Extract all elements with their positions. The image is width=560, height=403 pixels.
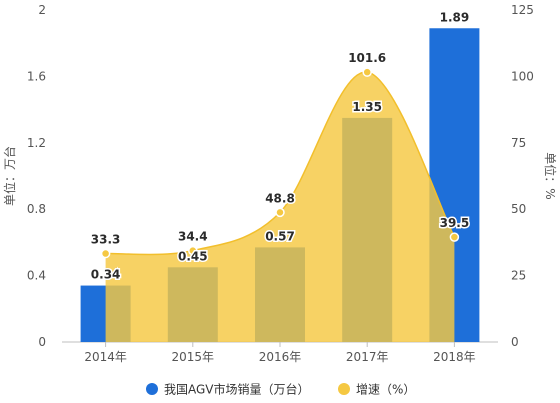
bar-value-label: 0.45: [178, 249, 208, 263]
bar-value-label: 0.34: [91, 268, 121, 282]
area-series: [100, 67, 460, 343]
growth-value-label: 48.8: [265, 191, 295, 205]
area-point: [188, 245, 198, 256]
growth-value-label: 39.5: [440, 216, 470, 230]
y-right-tick-label: 75: [511, 136, 526, 150]
y-left-axis-label: 单位：万台: [2, 146, 17, 206]
legend: 我国AGV市场销量（万台） 增速（%）: [146, 382, 415, 397]
y-left-tick-label: 0.4: [27, 269, 46, 283]
y-right-tick-label: 100: [511, 69, 534, 83]
y-right-tick-label: 0: [511, 335, 519, 349]
area-point: [362, 67, 372, 77]
y-right-tick-label: 50: [511, 202, 526, 216]
y-right-axis-label: 单位：%: [543, 152, 558, 199]
data-labels: 0.34 0.45 0.57 1.35 1.89 33.3 34.4 48.8 101.6 39.…: [89, 9, 470, 283]
legend-label-growth: 增速（%）: [356, 383, 415, 397]
bar-value-label: 1.35: [352, 100, 382, 114]
legend-swatch-growth: [338, 383, 350, 395]
y-left-tick-label: 2: [38, 3, 46, 17]
y-right-tick-label: 25: [511, 269, 526, 283]
y-right-tick-label: 125: [511, 3, 534, 17]
area-point: [100, 248, 111, 259]
legend-label-sales: 我国AGV市场销量（万台）: [164, 382, 310, 397]
x-tick-label: 2015年: [172, 350, 215, 364]
x-tick-label: 2016年: [259, 350, 302, 364]
growth-value-label: 101.6: [348, 51, 386, 65]
area-point: [275, 207, 285, 218]
area-point: [449, 232, 460, 242]
bar-value-label: 1.89: [440, 10, 470, 24]
y-left-tick-label: 1.2: [27, 136, 46, 150]
growth-value-label: 33.3: [91, 233, 121, 247]
y-left-tick-label: 0: [38, 335, 46, 349]
x-tick-label: 2017年: [346, 350, 389, 364]
bar-value-label: 0.57: [265, 229, 295, 243]
growth-value-label: 34.4: [178, 230, 208, 244]
y-left-tick-label: 1.6: [27, 69, 46, 83]
y-left-tick-label: 0.8: [27, 202, 46, 216]
area-line: [105, 71, 456, 256]
x-tick-label: 2018年: [433, 350, 476, 364]
area-fill: [105, 72, 455, 343]
legend-swatch-sales: [146, 383, 158, 395]
tick-labels: 0 0.4 0.8 1.2 1.6 2 0 25 50 75 100 125 2014年 2015年 201…: [27, 3, 534, 364]
x-tick-label: 2014年: [84, 350, 127, 364]
